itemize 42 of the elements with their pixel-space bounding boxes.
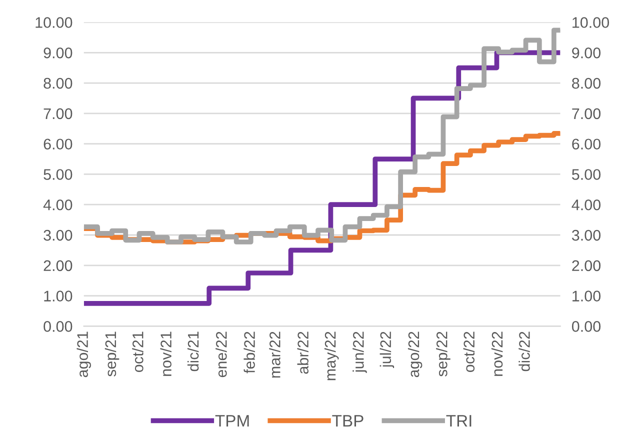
x-tick-label: jun/22: [352, 332, 367, 374]
x-tick-label: feb/22: [244, 332, 255, 374]
y-tick-label: 1.00: [44, 290, 72, 302]
y2-tick-label: 8.00: [572, 78, 601, 89]
y2-tick-label: 9.00: [572, 48, 601, 58]
x-tick-label: dic/22: [518, 332, 530, 372]
y2-tick-label: 4.00: [572, 199, 601, 210]
x-tick-label: nov/21: [160, 332, 172, 376]
y-tick-label: 5.00: [44, 169, 72, 180]
y-tick-label: 4.00: [43, 199, 72, 210]
legend-label: TBP: [332, 415, 364, 427]
x-tick-label: nov/22: [491, 332, 503, 376]
y2-tick-label: 7.00: [572, 108, 601, 120]
y2-tick-label: 2.00: [572, 260, 601, 272]
x-tick-label: may/22: [324, 332, 339, 380]
y2-tick-label: 10.00: [572, 17, 610, 28]
x-tick-label: sep/21: [104, 332, 120, 376]
y2-tick-label: 5.00: [572, 169, 601, 180]
y-tick-label: 2.00: [44, 260, 72, 272]
y-tick-label: 7.00: [44, 108, 72, 120]
x-tick-label: ago/22: [408, 332, 422, 378]
x-tick-label: jul/22: [380, 332, 394, 368]
y-tick-label: 0.00: [44, 321, 72, 332]
y2-tick-label: 6.00: [572, 138, 601, 150]
y-tick-label: 10.00: [36, 17, 72, 28]
y-tick-label: 9.00: [44, 48, 72, 58]
x-tick-label: oct/22: [463, 332, 475, 372]
x-tick-label: sep/22: [436, 332, 450, 376]
y2-tick-label: 0.00: [572, 321, 601, 332]
x-tick-label: dic/21: [187, 332, 199, 372]
legend-label: TRI: [446, 415, 472, 427]
x-tick-label: mar/22: [269, 332, 280, 378]
x-tick-label: ene/22: [216, 332, 227, 378]
y-tick-label: 3.00: [44, 230, 72, 241]
x-tick-label: abr/22: [297, 332, 308, 374]
y-tick-label: 6.00: [44, 138, 72, 150]
y2-tick-label: 1.00: [572, 290, 601, 302]
x-tick-label: oct/21: [132, 332, 144, 372]
x-tick-label: ago/21: [76, 332, 92, 378]
y-tick-label: 8.00: [44, 78, 72, 89]
y2-tick-label: 3.00: [572, 230, 601, 241]
legend-label: TPM: [215, 415, 249, 427]
